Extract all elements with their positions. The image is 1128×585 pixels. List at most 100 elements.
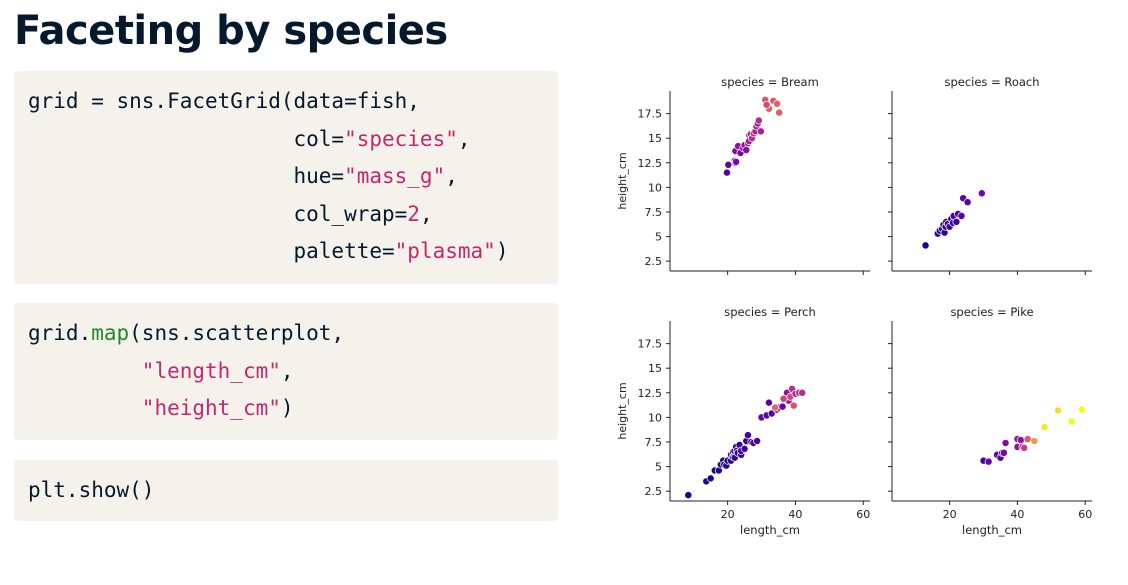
code-token: , <box>457 126 471 151</box>
code-token <box>28 359 142 383</box>
code-token <box>28 396 142 420</box>
y-tick-label: 2.5 <box>645 255 663 268</box>
facet-title: species = Roach <box>944 75 1039 89</box>
code-token: ) <box>280 396 294 420</box>
y-tick-label: 17.5 <box>638 108 663 121</box>
code-token: hue= <box>28 164 345 188</box>
y-tick-label: 12.5 <box>638 157 663 170</box>
code-line: grid.map(sns.scatterplot, <box>28 315 544 353</box>
code-line: plt.show() <box>28 472 544 510</box>
facet-scatter-chart: species = Bream 2.5 5 7.5 10 12.5 15 17.5 height… <box>616 75 1092 537</box>
code-line: col_wrap=2, <box>28 196 544 234</box>
y-tick-label: 5 <box>655 461 662 474</box>
scatter-point <box>740 444 749 453</box>
code-token: , <box>280 358 294 383</box>
y-tick-label: 2.5 <box>645 485 663 498</box>
scatter-point <box>778 402 787 411</box>
scatter-point <box>756 127 765 136</box>
code-token: "mass_g" <box>344 164 446 188</box>
y-tick-label: 10 <box>648 181 662 194</box>
scatter-point <box>963 198 972 207</box>
y-tick-label: 15 <box>648 362 662 375</box>
scatter-point <box>754 116 763 125</box>
scatter-point <box>1077 405 1086 414</box>
code-line: "length_cm", <box>28 353 544 391</box>
code-token: 2 <box>407 201 420 226</box>
scatter-point <box>999 448 1008 457</box>
scatter-point <box>957 211 966 220</box>
y-tick-label: 7.5 <box>645 206 663 219</box>
code-line: palette="plasma") <box>28 233 544 271</box>
scatter-point <box>977 189 986 198</box>
code-token: "length_cm" <box>141 358 281 383</box>
scatter-point <box>765 398 773 407</box>
code-token: ) <box>495 239 509 263</box>
code-block-facetgrid: grid = sns.FacetGrid(data=fish, col="spe… <box>14 71 558 284</box>
scatter-point <box>1030 437 1039 445</box>
code-token: "species" <box>344 126 458 151</box>
y-tick-label: 15 <box>648 132 662 145</box>
facet-title: species = Bream <box>721 75 819 89</box>
x-tick-label: 40 <box>1010 508 1024 521</box>
scatter-point <box>724 160 733 169</box>
scatter-point <box>771 403 780 412</box>
x-tick-label: 60 <box>1078 508 1092 521</box>
scatter-point <box>706 474 715 483</box>
code-token: grid. <box>28 321 92 345</box>
y-tick-label: 7.5 <box>645 436 663 449</box>
x-axis-label: length_cm <box>962 523 1022 537</box>
code-token: "plasma" <box>394 239 496 263</box>
scatter-point <box>722 168 731 177</box>
code-line: "height_cm") <box>28 390 544 428</box>
facet-title: species = Perch <box>724 305 816 319</box>
x-tick-label: 20 <box>721 508 735 521</box>
scatter-point <box>1067 417 1076 426</box>
code-token: , <box>419 201 433 226</box>
x-tick-label: 40 <box>788 508 802 521</box>
x-tick-label: 20 <box>943 508 957 521</box>
slide-title: Faceting by species <box>14 8 448 54</box>
y-tick-label: 10 <box>648 411 662 424</box>
y-tick-label: 17.5 <box>638 338 663 351</box>
code-token: "height_cm" <box>141 396 281 420</box>
code-token: palette= <box>28 239 395 263</box>
scatter-point <box>1020 443 1029 452</box>
scatter-point <box>779 394 788 403</box>
code-line: col="species", <box>28 121 544 159</box>
scatter-point <box>744 431 752 440</box>
y-tick-label: 5 <box>655 231 662 244</box>
scatter-point <box>1040 423 1049 432</box>
scatter-point <box>798 388 807 397</box>
scatter-point <box>732 157 741 166</box>
code-token: col= <box>28 126 345 151</box>
y-axis-label: height_cm <box>616 382 629 439</box>
y-axis-label: height_cm <box>616 152 629 209</box>
x-axis-label: length_cm <box>740 523 800 537</box>
x-tick-label: 60 <box>856 508 870 521</box>
scatter-point <box>1054 406 1063 415</box>
scatter-point <box>952 217 961 226</box>
scatter-point <box>775 108 784 117</box>
code-block-show: plt.show() <box>14 460 558 521</box>
code-token: grid = sns.FacetGrid(data=fish, <box>28 89 420 113</box>
facet-title: species = Pike <box>950 305 1033 319</box>
scatter-point <box>984 457 993 466</box>
scatter-point <box>684 491 693 500</box>
code-token: plt.show() <box>28 478 155 502</box>
scatter-point <box>762 100 771 109</box>
y-tick-label: 12.5 <box>638 387 663 400</box>
code-token: (sns.scatterplot, <box>129 321 345 345</box>
scatter-point <box>742 146 751 154</box>
scatter-point <box>773 99 782 108</box>
scatter-point <box>1016 436 1025 444</box>
code-block-map: grid.map(sns.scatterplot, "length_cm", "… <box>14 303 558 440</box>
scatter-point <box>1023 435 1032 443</box>
code-token: col_wrap= <box>28 201 408 226</box>
code-line: hue="mass_g", <box>28 158 544 196</box>
scatter-point <box>789 401 798 410</box>
scatter-point <box>921 241 930 250</box>
scatter-point <box>1001 439 1010 447</box>
code-token: map <box>91 321 130 345</box>
code-line: grid = sns.FacetGrid(data=fish, <box>28 83 544 121</box>
code-token: , <box>445 164 458 188</box>
